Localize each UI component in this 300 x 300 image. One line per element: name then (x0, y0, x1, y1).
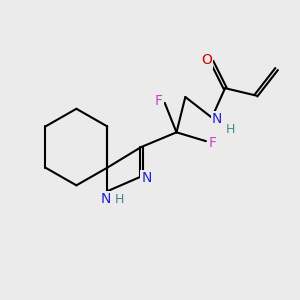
Text: H: H (225, 124, 235, 136)
Text: N: N (212, 112, 222, 126)
Text: N: N (100, 193, 111, 206)
Text: H: H (115, 193, 124, 206)
Text: F: F (154, 94, 162, 108)
Text: N: N (141, 171, 152, 185)
Text: O: O (201, 53, 212, 67)
Text: F: F (208, 136, 216, 150)
